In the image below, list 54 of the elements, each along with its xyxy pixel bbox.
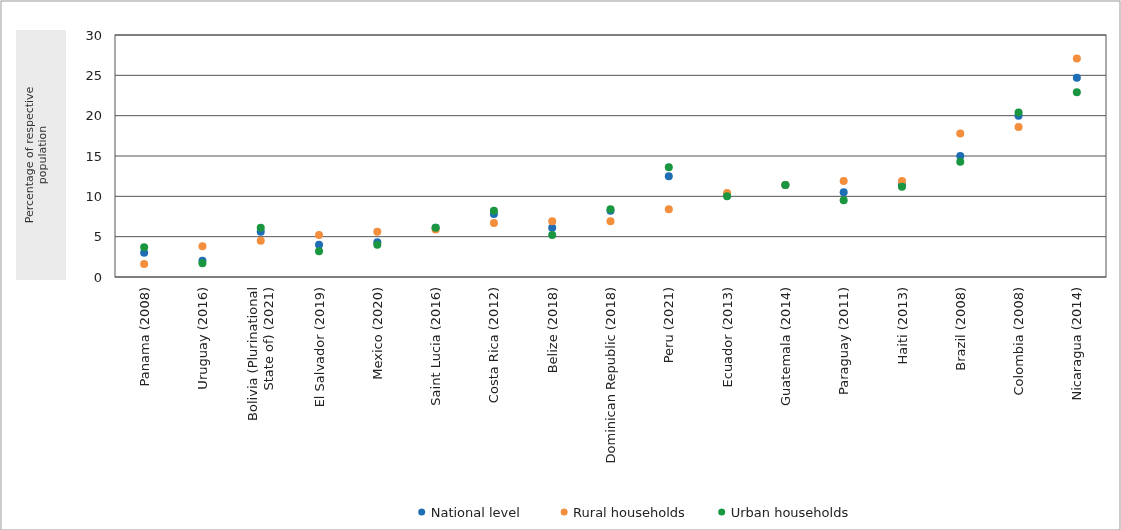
point: [489, 206, 498, 215]
x-tick-label: Belize (2018): [544, 287, 560, 374]
point: [1072, 88, 1081, 97]
x-tick-label: Brazil (2008): [952, 287, 968, 371]
point: [664, 172, 673, 181]
point: [1072, 54, 1081, 63]
point: [548, 217, 557, 226]
point: [664, 205, 673, 214]
y-tick-label: 20: [85, 108, 102, 124]
point: [198, 242, 207, 251]
point: [548, 223, 557, 232]
point: [140, 260, 149, 269]
x-tick-label: Panama (2008): [136, 287, 152, 387]
point: [256, 236, 265, 245]
point: [664, 163, 673, 172]
point: [140, 243, 149, 252]
point: [256, 223, 265, 232]
x-tick-label: Costa Rica (2012): [486, 287, 502, 404]
y-tick-label: 0: [93, 269, 102, 285]
point: [956, 129, 965, 138]
point: [373, 227, 382, 236]
point: [956, 157, 965, 166]
point: [606, 217, 615, 226]
y-tick-label: 10: [85, 188, 102, 204]
legend-label: National level: [430, 504, 520, 520]
x-tick-label: Guatemala (2014): [777, 287, 793, 406]
point: [489, 218, 498, 227]
y-tick-label: 15: [85, 148, 102, 164]
legend-label: Urban households: [730, 504, 849, 520]
point: [839, 177, 848, 185]
y-tick-label: 5: [93, 229, 102, 245]
x-tick-label: Haiti (2013): [894, 287, 910, 365]
x-tick-label: Bolivia (Plurinational State of) (2021): [245, 287, 277, 421]
y-tick-label: 25: [85, 67, 102, 83]
x-tick-label: Nicaragua (2014): [1069, 287, 1085, 401]
x-tick-label: Paraguay (2011): [836, 287, 852, 396]
point: [839, 196, 848, 205]
point: [548, 231, 557, 240]
point: [1072, 73, 1081, 82]
x-tick-label: Dominican Republic (2018): [603, 287, 619, 464]
y-tick-label: 30: [85, 27, 102, 43]
point: [1014, 122, 1023, 131]
legend-label: Rural households: [573, 504, 686, 520]
x-tick-label: Saint Lucia (2016): [428, 287, 444, 406]
x-tick-label: Mexico (2020): [369, 287, 385, 380]
y-axis-title: Percentage of respective population: [23, 86, 49, 224]
point: [839, 188, 848, 197]
x-tick-label: Peru (2021): [661, 287, 677, 364]
x-tick-label: Colombia (2008): [1011, 287, 1027, 396]
point: [315, 247, 324, 256]
x-tick-label: El Salvador (2019): [311, 287, 327, 408]
x-tick-label: Uruguay (2016): [194, 287, 210, 390]
point: [315, 231, 324, 240]
x-tick-label: Ecuador (2013): [719, 287, 735, 388]
